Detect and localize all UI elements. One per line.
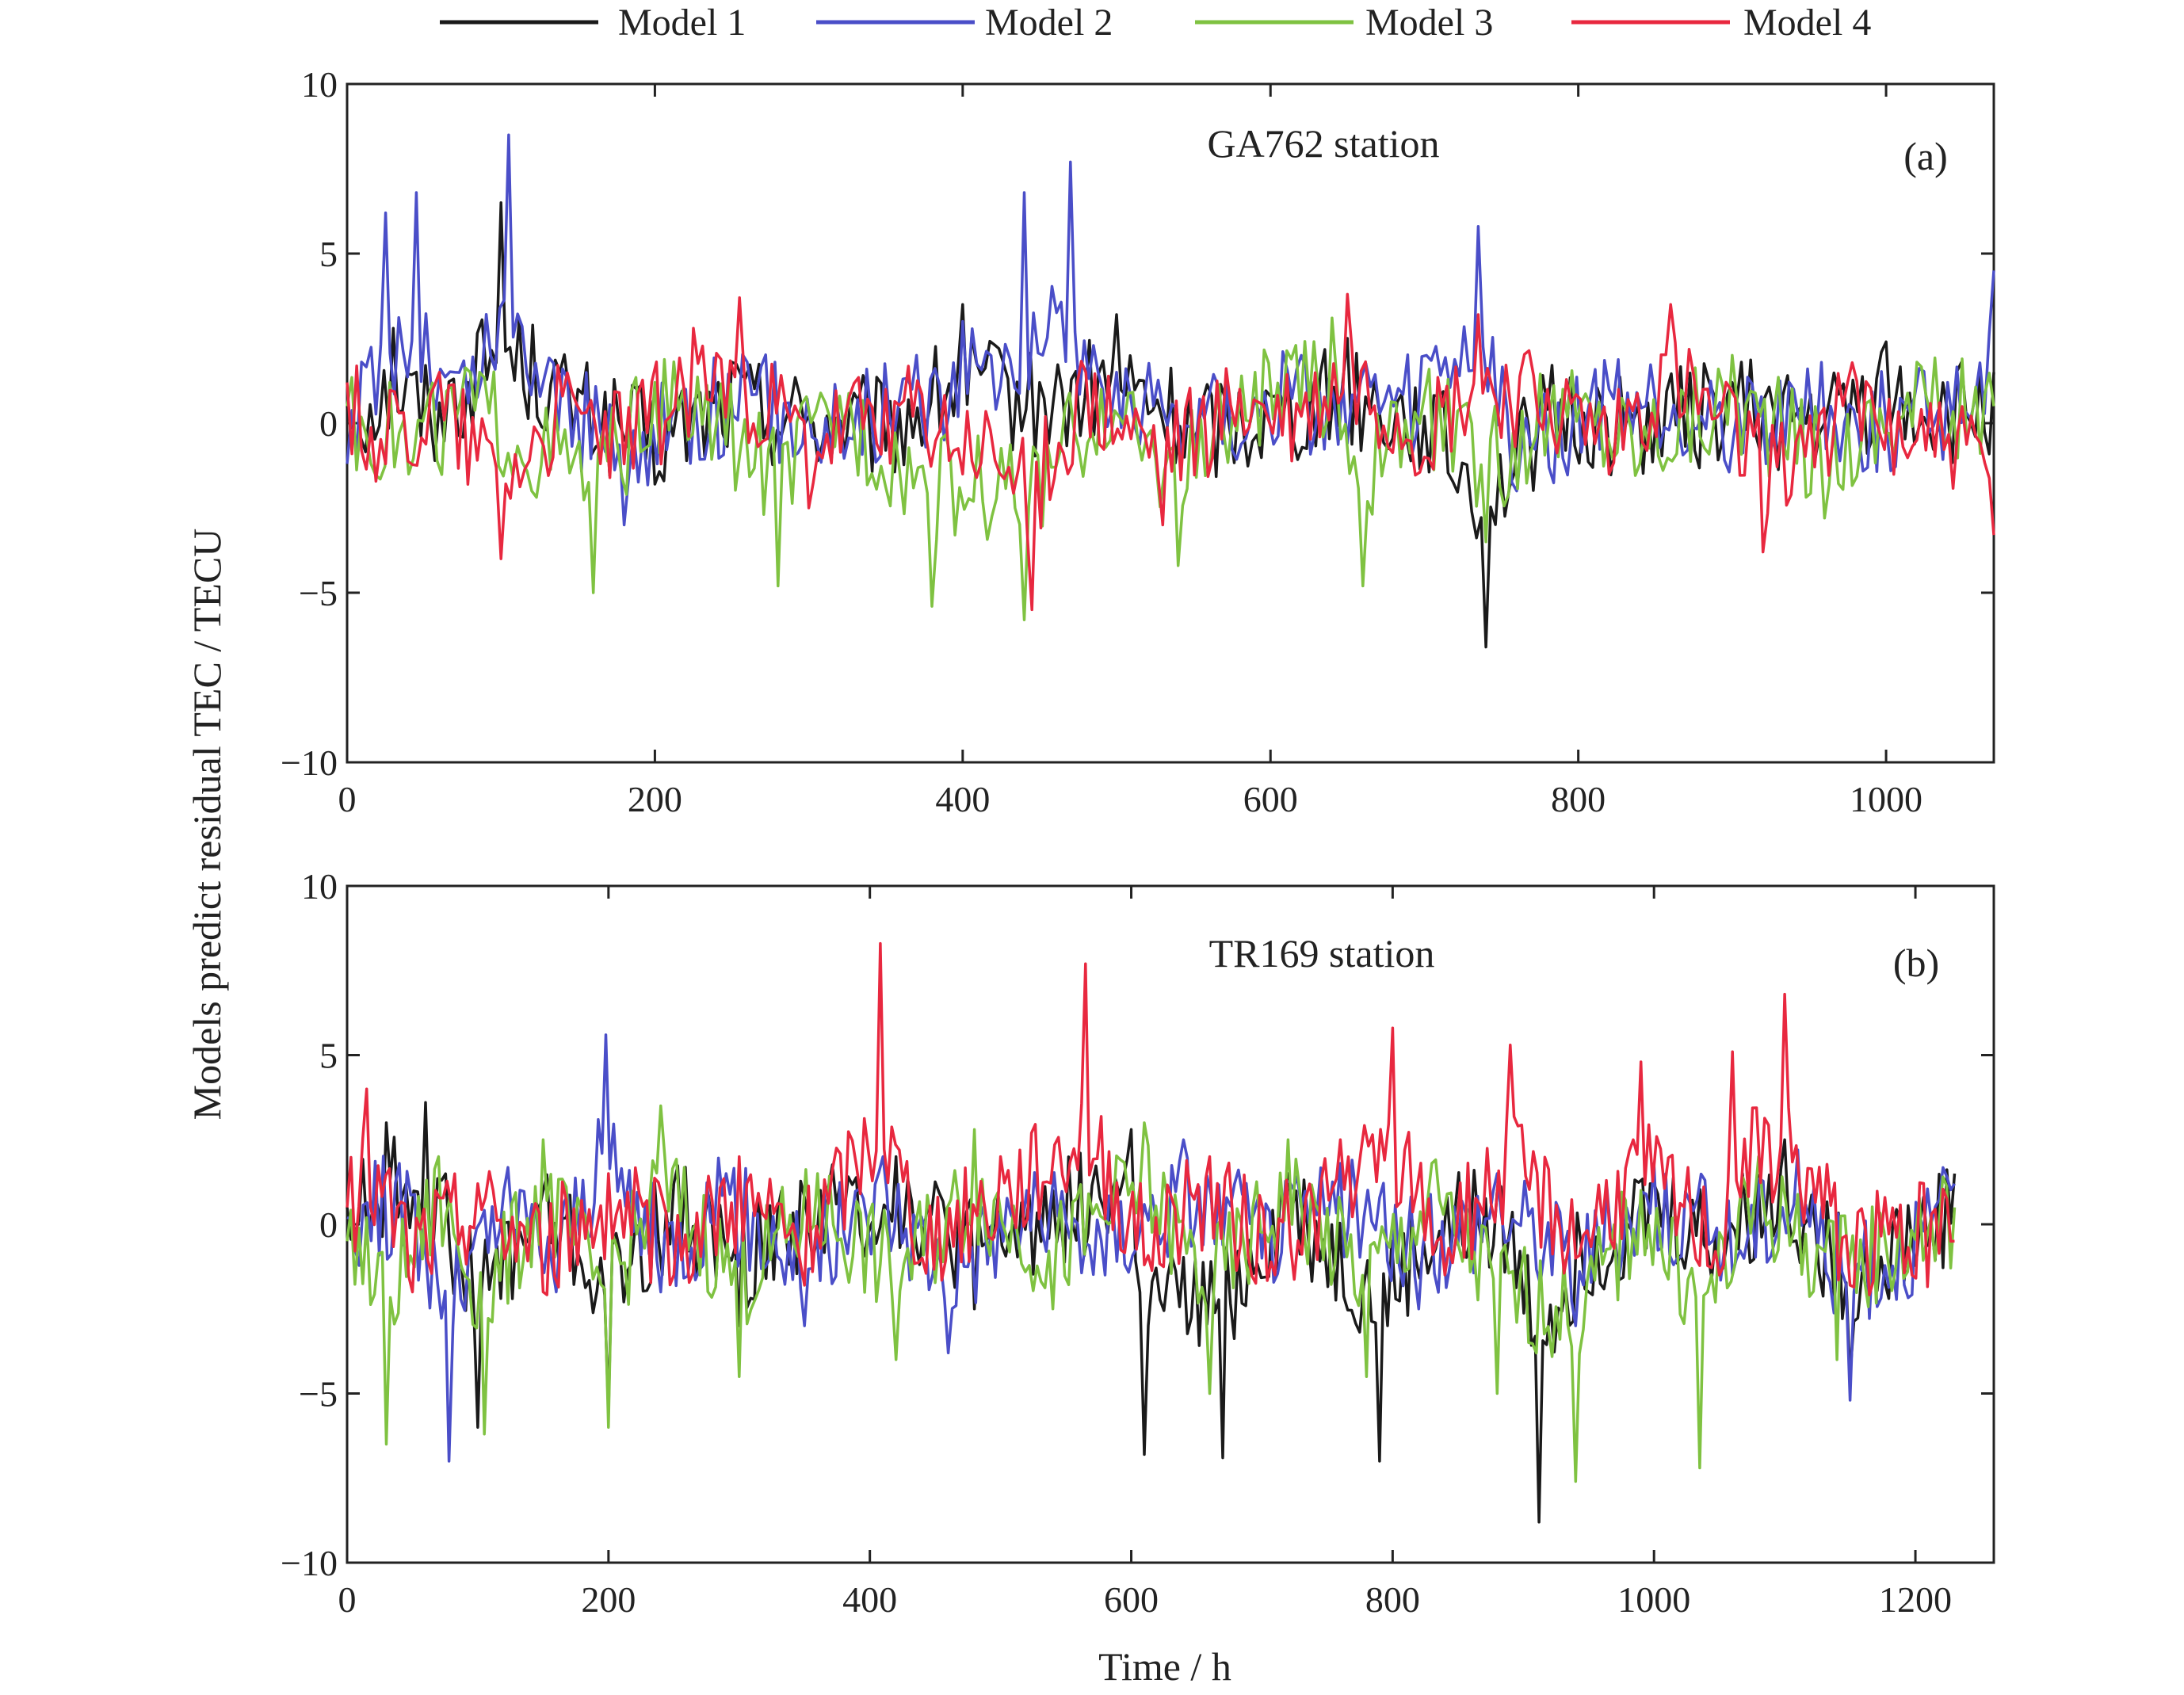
panel-b-ytick-label: −5 [299, 1374, 338, 1414]
panel-a: 0 200 400 600 800 1000 −10 −5 0 5 10 GA762 station… [281, 64, 1995, 819]
panel-a-ytick-label: −5 [299, 573, 338, 613]
panel-b-xtick-label: 1000 [1617, 1579, 1690, 1620]
panel-a-label: (a) [1903, 134, 1948, 178]
legend-item-1: Model 1 [440, 2, 746, 44]
panel-b-xtick-label: 400 [842, 1579, 897, 1620]
panel-b-label: (b) [1893, 941, 1939, 985]
legend-label-2: Model 2 [985, 2, 1113, 44]
panel-b-title: TR169 station [1209, 931, 1435, 975]
panel-b-series [346, 941, 1957, 1524]
panel-b-xtick-label: 800 [1365, 1579, 1420, 1620]
panel-b-xtick-label: 200 [581, 1579, 636, 1620]
y-axis-label: Models predict residual TEC / TECU [185, 529, 229, 1120]
panel-a-ytick-label: −10 [281, 743, 338, 783]
panel-b-xtick-label: 0 [338, 1579, 357, 1620]
legend-label-3: Model 3 [1365, 2, 1493, 44]
panel-b-ytick-label: 0 [319, 1204, 338, 1245]
panel-a-ticks: 0 200 400 600 800 1000 −10 −5 0 5 10 [281, 64, 1994, 819]
panel-a-xtick-label: 400 [935, 779, 990, 819]
legend: Model 1 Model 2 Model 3 Model 4 [440, 2, 1871, 44]
x-axis-label: Time / h [1098, 1644, 1231, 1689]
legend-item-3: Model 3 [1195, 2, 1493, 44]
panel-b-ticks: 0 200 400 600 800 1000 1200 −10 −5 0 5 10 [281, 866, 1994, 1620]
panel-a-ytick-label: 5 [319, 234, 338, 274]
panel-b-xtick-label: 1200 [1879, 1579, 1952, 1620]
panel-a-xtick-label: 0 [338, 779, 357, 819]
panel-b-ytick-label: 5 [319, 1036, 338, 1076]
panel-a-xtick-label: 800 [1551, 779, 1606, 819]
panel-a-xtick-label: 200 [628, 779, 682, 819]
panel-b-series-3 [346, 1104, 1957, 1483]
panel-a-title: GA762 station [1207, 121, 1439, 166]
panel-b-ytick-label: −10 [281, 1543, 338, 1583]
panel-a-ytick-label: 0 [319, 403, 338, 444]
panel-a-xtick-label: 1000 [1850, 779, 1922, 819]
panel-b-series-1 [346, 1101, 1957, 1524]
panel-b-series-4 [346, 941, 1955, 1296]
legend-item-2: Model 2 [816, 2, 1113, 44]
panel-a-series-4 [346, 292, 1995, 612]
panel-b-xtick-label: 600 [1104, 1579, 1159, 1620]
legend-item-4: Model 4 [1571, 2, 1871, 44]
panel-b: 0 200 400 600 800 1000 1200 −10 −5 0 5 10 TR169 sta… [281, 866, 1995, 1620]
panel-a-series [346, 133, 1995, 649]
legend-label-4: Model 4 [1743, 2, 1871, 44]
legend-label-1: Model 1 [618, 2, 746, 44]
panel-a-ytick-label: 10 [301, 64, 338, 105]
panel-b-ytick-label: 10 [301, 866, 338, 907]
panel-a-xtick-label: 600 [1243, 779, 1298, 819]
